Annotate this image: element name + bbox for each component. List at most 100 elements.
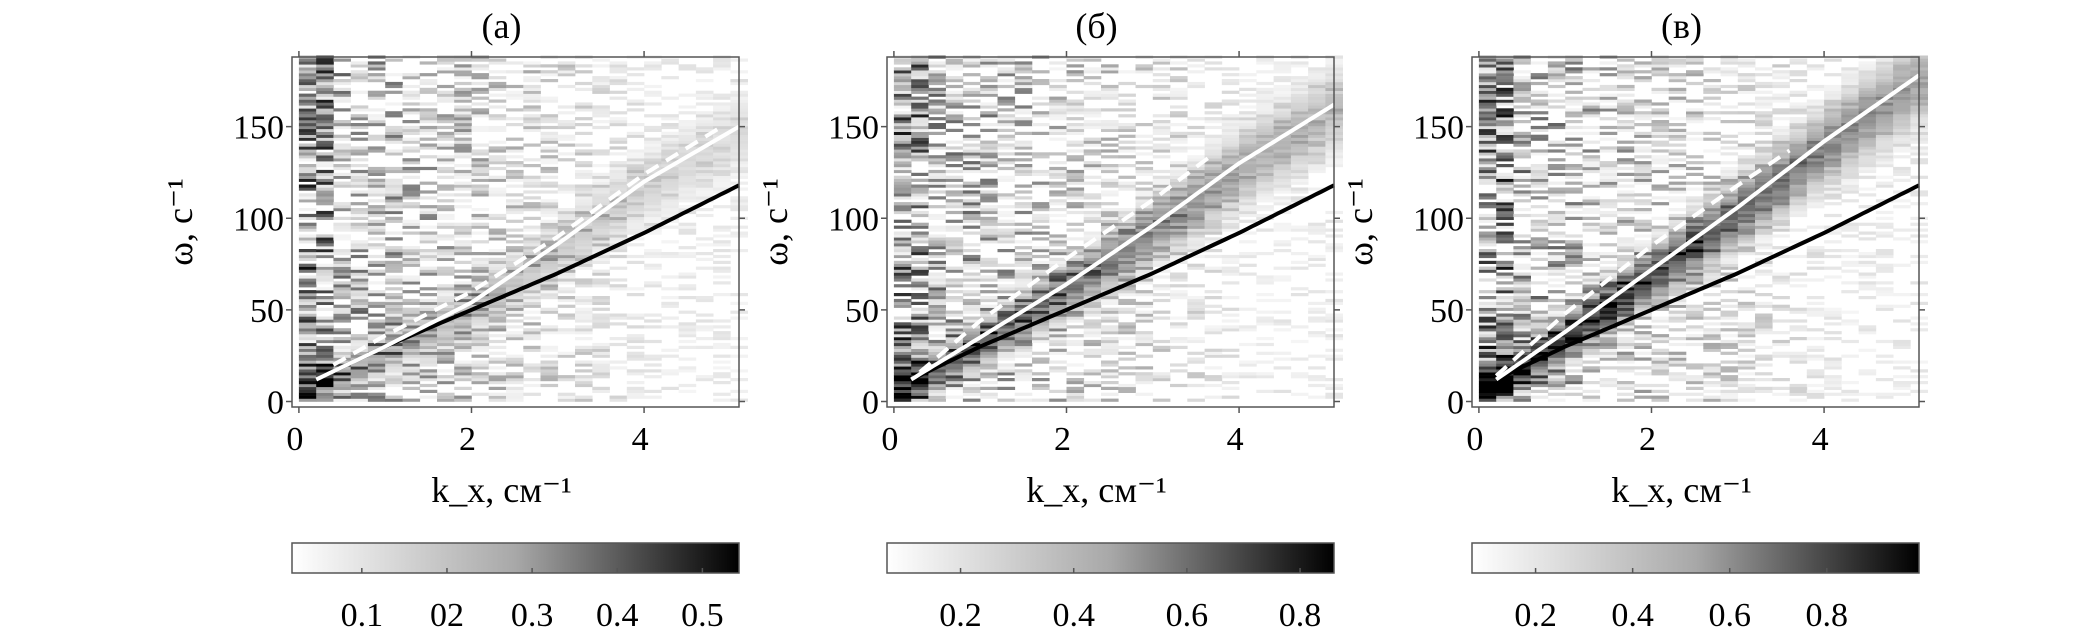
- heatmap-cell: [1170, 232, 1188, 235]
- heatmap-cell: [420, 390, 438, 393]
- heatmap-cell: [1101, 129, 1119, 132]
- heatmap-cell: [1274, 108, 1292, 111]
- heatmap-cell: [454, 108, 472, 111]
- heatmap-cell: [1239, 185, 1257, 188]
- heatmap-cell: [541, 202, 559, 205]
- heatmap-cell: [333, 293, 351, 296]
- heatmap-cell: [1669, 393, 1687, 396]
- heatmap-cell: [1479, 205, 1497, 208]
- heatmap-cell: [1187, 132, 1205, 135]
- heatmap-cell: [489, 88, 507, 91]
- heatmap-cell: [437, 59, 455, 62]
- heatmap-cell: [523, 337, 541, 340]
- heatmap-cell: [1669, 317, 1687, 320]
- heatmap-cell: [351, 138, 369, 141]
- heatmap-cell: [1205, 375, 1223, 378]
- heatmap-cell: [558, 296, 576, 299]
- heatmap-cell: [506, 155, 524, 158]
- heatmap-cell: [472, 334, 490, 337]
- heatmap-cell: [333, 126, 351, 129]
- heatmap-cell: [1153, 346, 1171, 349]
- heatmap-cell: [928, 284, 946, 287]
- heatmap-cell: [713, 182, 731, 185]
- heatmap-cell: [894, 176, 912, 179]
- heatmap-cell: [1205, 378, 1223, 381]
- heatmap-cell: [1049, 305, 1067, 308]
- heatmap-cell: [316, 243, 334, 246]
- heatmap-cell: [679, 255, 697, 258]
- heatmap-cell: [998, 176, 1016, 179]
- heatmap-cell: [928, 88, 946, 91]
- heatmap-cell: [316, 384, 334, 387]
- heatmap-cell: [1479, 82, 1497, 85]
- heatmap-cell: [963, 138, 981, 141]
- heatmap-cell: [1170, 273, 1188, 276]
- heatmap-cell: [316, 135, 334, 138]
- heatmap-cell: [454, 141, 472, 144]
- heatmap-cell: [1084, 144, 1102, 147]
- heatmap-cell: [1669, 258, 1687, 261]
- heatmap-cell: [454, 76, 472, 79]
- heatmap-cell: [558, 287, 576, 290]
- heatmap-cell: [1634, 61, 1652, 64]
- heatmap-cell: [1652, 59, 1670, 62]
- heatmap-cell: [1067, 317, 1085, 320]
- heatmap-cell: [1136, 161, 1154, 164]
- heatmap-cell: [1634, 70, 1652, 73]
- heatmap-cell: [1617, 146, 1635, 149]
- heatmap-cell: [316, 88, 334, 91]
- heatmap-cell: [1170, 240, 1188, 243]
- heatmap-cell: [894, 179, 912, 182]
- heatmap-cell: [1274, 117, 1292, 120]
- heatmap-cell: [1652, 108, 1670, 111]
- heatmap-cell: [644, 141, 662, 144]
- heatmap-cell: [1496, 190, 1514, 193]
- heatmap-cell: [894, 111, 912, 114]
- heatmap-cell: [1479, 126, 1497, 129]
- heatmap-cell: [1308, 146, 1326, 149]
- heatmap-cell: [946, 155, 964, 158]
- heatmap-cell: [713, 94, 731, 97]
- heatmap-cell: [420, 361, 438, 364]
- heatmap-cell: [472, 170, 490, 173]
- heatmap-cell: [1222, 144, 1240, 147]
- heatmap-cell: [1513, 208, 1531, 211]
- heatmap-cell: [333, 340, 351, 343]
- heatmap-cell: [1032, 170, 1050, 173]
- heatmap-cell: [1686, 252, 1704, 255]
- heatmap-cell: [963, 214, 981, 217]
- heatmap-cell: [403, 111, 421, 114]
- heatmap-cell: [1703, 264, 1721, 267]
- heatmap-cell: [963, 358, 981, 361]
- heatmap-cell: [351, 170, 369, 173]
- heatmap-cell: [1548, 278, 1566, 281]
- heatmap-cell: [679, 94, 697, 97]
- heatmap-cell: [351, 305, 369, 308]
- heatmap-cell: [1032, 325, 1050, 328]
- heatmap-cell: [696, 123, 714, 126]
- heatmap-cell: [1049, 138, 1067, 141]
- heatmap-cell: [894, 255, 912, 258]
- heatmap-cell: [385, 170, 403, 173]
- heatmap-cell: [1256, 372, 1274, 375]
- heatmap-cell: [1032, 70, 1050, 73]
- colorbar-tick-label: 0.6: [1166, 597, 1209, 634]
- heatmap-cell: [1101, 369, 1119, 372]
- heatmap-cell: [1153, 126, 1171, 129]
- heatmap-cell: [1565, 363, 1583, 366]
- heatmap-cell: [713, 97, 731, 100]
- heatmap-cell: [928, 182, 946, 185]
- heatmap-cell: [1479, 138, 1497, 141]
- heatmap-cell: [911, 393, 929, 396]
- heatmap-cell: [1479, 220, 1497, 223]
- heatmap-cell: [472, 258, 490, 261]
- heatmap-cell: [1308, 240, 1326, 243]
- heatmap-cell: [1548, 79, 1566, 82]
- heatmap-cell: [1256, 97, 1274, 100]
- heatmap-cell: [1049, 390, 1067, 393]
- heatmap-cell: [472, 319, 490, 322]
- heatmap-cell: [506, 361, 524, 364]
- heatmap-cell: [472, 188, 490, 191]
- heatmap-cell: [998, 117, 1016, 120]
- heatmap-cell: [696, 337, 714, 340]
